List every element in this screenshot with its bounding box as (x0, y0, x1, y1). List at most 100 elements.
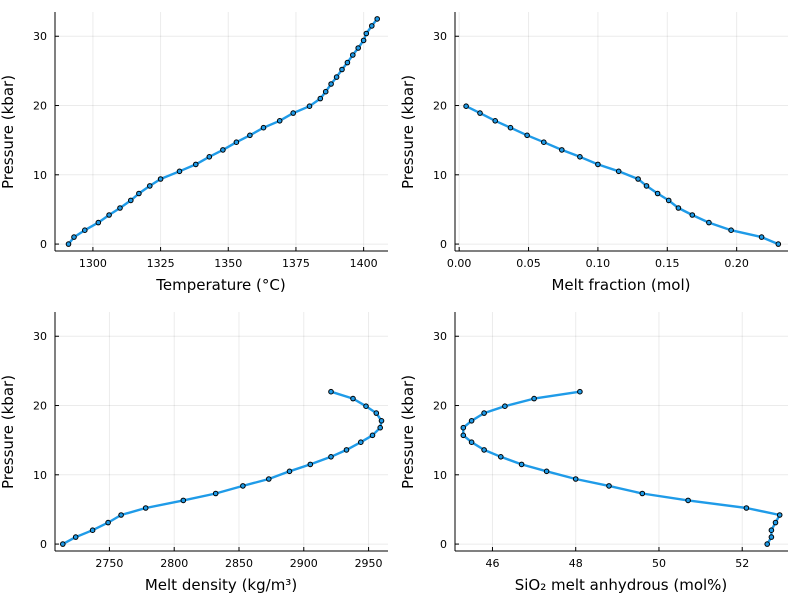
data-point (89, 527, 96, 534)
data-point (180, 497, 187, 504)
data-point (468, 418, 475, 424)
data-point (764, 541, 771, 547)
data-point (358, 439, 364, 446)
data-point (128, 197, 134, 204)
y-tick-label: 30 (433, 30, 447, 43)
y-tick-label: 0 (40, 538, 47, 551)
y-tick-label: 20 (433, 400, 447, 413)
x-tick-label: 52 (735, 557, 749, 570)
data-point (654, 190, 661, 197)
data-point (233, 139, 240, 145)
data-point (344, 59, 351, 66)
data-point (333, 74, 340, 80)
x-tick-label: 1325 (147, 257, 175, 270)
data-point (524, 132, 530, 139)
ylabel-sio2: Pressure (kbar) (399, 375, 417, 489)
series-line (62, 390, 383, 546)
data-point (220, 147, 226, 153)
data-point (460, 432, 467, 439)
data-point (105, 519, 111, 526)
data-point (502, 403, 508, 410)
data-point (373, 410, 380, 416)
ylabel-melt-fraction: Pressure (kbar) (399, 75, 417, 189)
data-point (328, 388, 334, 395)
data-point (369, 23, 375, 29)
x-tick-label: 2750 (95, 557, 123, 570)
data-point (743, 505, 750, 511)
data-point (72, 534, 79, 540)
data-point (685, 497, 691, 504)
x-tick-label: 1400 (350, 257, 378, 270)
data-point (307, 461, 314, 468)
data-point (147, 183, 153, 189)
data-point (71, 234, 77, 240)
subplot-melt-fraction: Melt fraction (mol) Pressure (kbar) 0.00… (399, 12, 788, 294)
data-point (768, 527, 775, 534)
data-point (369, 432, 376, 439)
x-tick-label: 2950 (355, 557, 383, 570)
x-tick-label: 1300 (79, 257, 107, 270)
data-point (339, 66, 345, 73)
data-point (728, 227, 734, 233)
data-point (360, 37, 367, 44)
y-tick-label: 20 (433, 100, 447, 113)
data-point (328, 81, 334, 87)
data-point (776, 512, 783, 518)
ylabel-melt-density: Pressure (kbar) (0, 375, 17, 489)
x-tick-label: 0.00 (447, 257, 472, 270)
data-point (247, 132, 253, 139)
x-tick-label: 2900 (290, 557, 318, 570)
x-tick-label: 50 (652, 557, 666, 570)
data-point (775, 241, 782, 247)
data-point (290, 110, 297, 116)
data-point (675, 205, 682, 211)
data-point (142, 505, 149, 511)
x-tick-label: 0.20 (724, 257, 749, 270)
data-point (350, 395, 356, 402)
y-tick-label: 20 (33, 400, 47, 413)
data-point (689, 212, 696, 218)
data-point (758, 234, 765, 240)
data-point (350, 52, 356, 58)
data-point (176, 168, 183, 175)
data-point (286, 468, 293, 475)
data-point (543, 468, 550, 475)
data-point (260, 124, 267, 131)
data-point (498, 454, 504, 460)
data-point (378, 418, 385, 424)
y-tick-label: 10 (33, 469, 47, 482)
y-tick-label: 30 (433, 330, 447, 343)
data-point (531, 395, 537, 402)
y-tick-label: 20 (33, 100, 47, 113)
ylabel-temperature: Pressure (kbar) (0, 75, 17, 189)
data-point (65, 241, 72, 247)
data-point (276, 118, 283, 124)
data-point (377, 424, 384, 431)
data-point (363, 403, 369, 410)
y-tick-label: 10 (433, 169, 447, 182)
x-tick-label: 0.15 (655, 257, 680, 270)
y-tick-label: 0 (440, 238, 447, 251)
data-point (460, 424, 467, 431)
data-point (477, 110, 483, 116)
data-point (772, 519, 779, 526)
data-point (363, 30, 370, 37)
data-point (635, 176, 641, 182)
data-point (492, 118, 499, 124)
data-point (118, 512, 124, 518)
series-line (465, 105, 779, 246)
data-point (157, 176, 164, 182)
x-tick-label: 1375 (282, 257, 310, 270)
x-tick-label: 2850 (225, 557, 253, 570)
data-point (463, 103, 469, 109)
data-point (706, 219, 712, 226)
x-tick-label: 48 (569, 557, 583, 570)
y-tick-label: 30 (33, 30, 47, 43)
data-point (595, 161, 601, 168)
data-point (606, 483, 612, 489)
data-point (317, 95, 324, 102)
data-point (136, 190, 142, 197)
data-point (507, 124, 514, 131)
